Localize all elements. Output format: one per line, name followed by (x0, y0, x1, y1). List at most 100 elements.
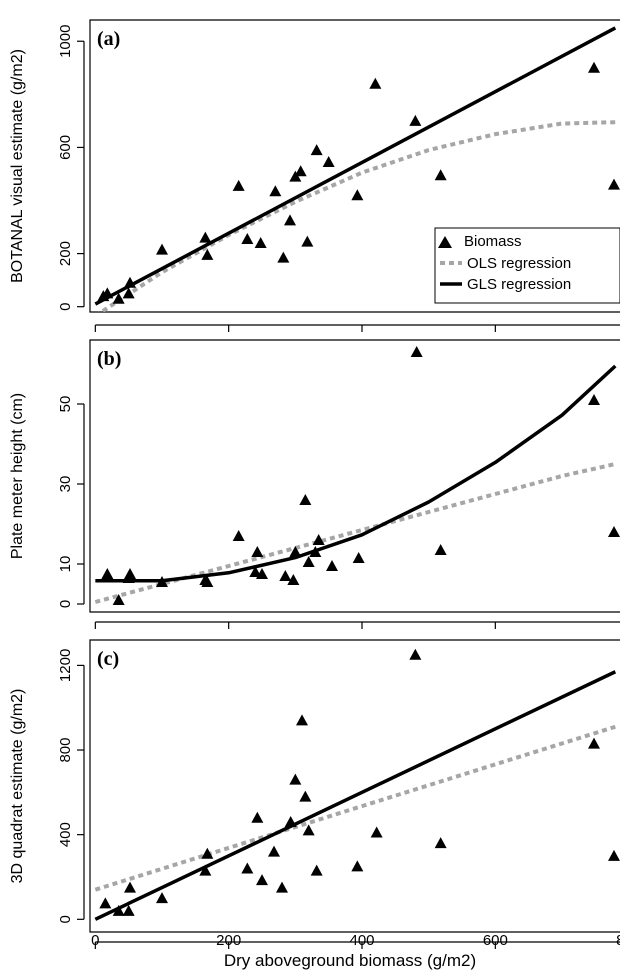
panel-label: (b) (97, 348, 121, 370)
data-point (256, 874, 268, 886)
data-point (101, 568, 114, 579)
plot-frame (89, 339, 620, 613)
data-point (156, 576, 168, 587)
data-point (122, 287, 135, 299)
legend-box (434, 227, 620, 304)
y-tick-label: 10 (57, 556, 74, 573)
y-tick-label: 0 (57, 915, 74, 923)
y-tick-label: 200 (57, 241, 74, 266)
y-axis-title: Plate meter height (cm) (9, 393, 26, 559)
data-point (277, 251, 290, 263)
panel-3: 0 400 800 1200 3D quadrat estimate (g/m2) 0 20… (9, 639, 620, 949)
data-point (269, 185, 282, 197)
data-point (608, 526, 620, 537)
data-point (256, 568, 268, 579)
data-point (254, 236, 267, 248)
data-point (434, 837, 447, 849)
data-point (302, 556, 315, 567)
data-point (370, 826, 383, 838)
y-tick-label: 800 (57, 738, 74, 763)
data-point (289, 773, 302, 785)
data-point (608, 178, 620, 190)
data-point (284, 214, 296, 226)
panel-label: (c) (97, 648, 119, 670)
data-point (352, 552, 365, 563)
data-point (409, 648, 422, 660)
plot-area (94, 26, 620, 312)
data-point (279, 570, 292, 581)
ols-regression-line (97, 120, 616, 312)
y-tick-label: 600 (57, 135, 74, 160)
x-axis-title: Dry aboveground biomass (g/m2) (224, 951, 476, 970)
data-point (112, 594, 125, 605)
data-point (284, 815, 297, 827)
legend: Biomass OLS regression GLS regression (434, 227, 620, 304)
data-point (434, 544, 447, 555)
data-point (232, 530, 245, 541)
x-tick-label: 200 (216, 932, 241, 949)
data-point (199, 231, 212, 243)
legend-label-gls: GLS regression (467, 276, 571, 293)
data-point (241, 862, 254, 874)
data-point (588, 61, 600, 73)
x-tick-label: 400 (349, 932, 374, 949)
data-point (294, 165, 307, 177)
legend-marker-triangle (438, 236, 452, 248)
y-tick-label: 1000 (57, 25, 74, 58)
plot-frame (89, 19, 620, 313)
data-point (326, 560, 338, 571)
y-tick-label: 0 (57, 600, 74, 608)
y-tick-label: 0 (57, 303, 74, 311)
gls-regression-line (95, 364, 617, 583)
y-tick-label: 400 (57, 822, 74, 847)
data-point (410, 346, 423, 357)
plot-frame (89, 639, 620, 933)
data-point (312, 534, 325, 545)
data-point (251, 811, 264, 823)
data-point (296, 714, 308, 726)
x-tick-label: 600 (483, 932, 508, 949)
panel-2: 0 10 30 50 Plate meter height (cm) (b) (9, 339, 620, 629)
data-point (199, 864, 212, 876)
data-point (249, 566, 262, 577)
data-point (434, 169, 447, 181)
gls-regression-line (94, 26, 617, 306)
gls-regression-line (94, 670, 617, 921)
legend-label-biomass: Biomass (464, 233, 522, 250)
data-point (122, 904, 135, 916)
data-point (101, 287, 114, 299)
data-point (124, 881, 136, 893)
data-point (268, 845, 280, 857)
data-point (112, 292, 125, 304)
data-point (276, 881, 288, 893)
data-point (309, 546, 322, 557)
data-point (289, 546, 302, 557)
data-point (409, 114, 422, 126)
data-point (302, 824, 315, 836)
y-tick-label: 1200 (57, 649, 74, 682)
x-tick-label: 800 (616, 932, 620, 949)
data-point (351, 189, 364, 201)
data-point (112, 904, 125, 916)
data-point (351, 860, 364, 872)
data-point (588, 737, 600, 749)
x-tick-label: 0 (91, 932, 99, 949)
data-point (124, 276, 136, 288)
y-axis-title: BOTANAL visual estimate (g/m2) (9, 49, 26, 283)
legend-label-ols: OLS regression (467, 255, 571, 272)
data-point (201, 847, 214, 859)
data-point (301, 235, 314, 247)
data-point (241, 233, 254, 244)
panel-1: 0 200 600 1000 BOTANAL visual estimate (g/m2… (9, 19, 620, 332)
data-point (232, 179, 245, 191)
data-point (201, 576, 214, 587)
data-point (299, 494, 312, 505)
y-tick-label: 50 (57, 396, 74, 413)
data-point (156, 243, 168, 255)
plot-area (94, 648, 620, 921)
data-point (588, 394, 600, 405)
data-point (322, 156, 335, 168)
panel-label: (a) (97, 28, 120, 50)
